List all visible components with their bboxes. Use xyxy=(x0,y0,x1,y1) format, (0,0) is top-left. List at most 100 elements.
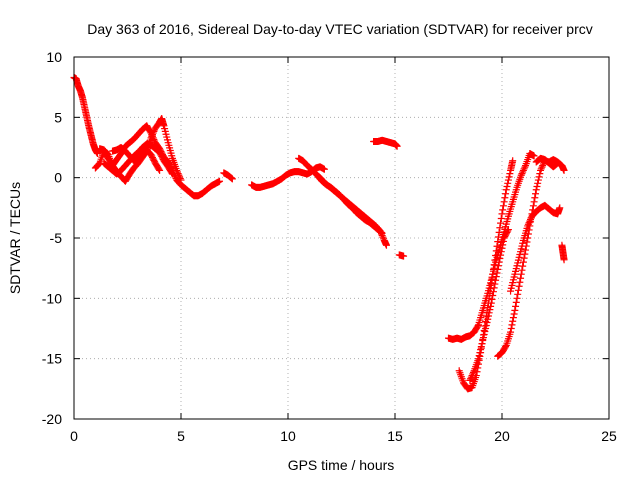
data-point xyxy=(533,183,541,191)
data-point xyxy=(509,317,517,325)
data-point xyxy=(517,270,525,278)
data-point xyxy=(499,241,507,249)
data-point xyxy=(147,134,155,142)
data-point xyxy=(495,228,503,236)
data-point xyxy=(519,258,527,266)
data-point xyxy=(175,171,183,179)
data-point xyxy=(377,229,385,237)
series-arc-7 xyxy=(248,163,328,191)
data-point xyxy=(496,224,504,232)
x-tick-label: 25 xyxy=(601,428,617,444)
data-point xyxy=(520,254,528,262)
data-point xyxy=(493,269,501,277)
data-point xyxy=(530,198,538,206)
data-point xyxy=(539,162,547,170)
data-point xyxy=(148,131,156,139)
series-arc-17 xyxy=(532,154,562,171)
data-point xyxy=(495,258,503,266)
data-point xyxy=(176,174,184,182)
data-point xyxy=(484,315,492,323)
data-point xyxy=(400,252,408,260)
data-point xyxy=(509,314,517,322)
data-point xyxy=(467,373,475,381)
data-point xyxy=(504,176,512,184)
data-point xyxy=(507,328,515,336)
series-arc-10 xyxy=(370,136,401,150)
data-point xyxy=(487,299,495,307)
data-point xyxy=(516,278,524,286)
data-point xyxy=(502,190,510,198)
y-axis-label: SDTVAR / TECUs xyxy=(7,182,23,294)
data-point xyxy=(156,166,164,174)
data-point xyxy=(508,321,516,329)
data-point xyxy=(482,325,490,332)
data-point xyxy=(478,340,486,348)
data-point xyxy=(524,222,532,230)
data-point xyxy=(481,328,489,336)
data-point xyxy=(177,176,185,184)
data-point xyxy=(503,183,511,191)
data-point xyxy=(496,255,504,263)
y-tick-label: -20 xyxy=(42,411,62,427)
data-point xyxy=(480,331,488,339)
data-point xyxy=(521,163,529,171)
data-point xyxy=(466,376,474,384)
data-point xyxy=(489,288,497,296)
data-point xyxy=(474,322,482,330)
data-point xyxy=(522,246,530,254)
data-point xyxy=(497,248,505,256)
data-point xyxy=(150,127,158,135)
series-arc-6 xyxy=(220,169,236,183)
series-arc-5 xyxy=(109,144,164,174)
data-point xyxy=(518,170,526,178)
data-point xyxy=(552,160,560,168)
data-point xyxy=(477,343,485,351)
data-point xyxy=(488,295,496,303)
data-point xyxy=(537,165,545,173)
data-point xyxy=(501,194,509,202)
data-point xyxy=(149,129,157,137)
data-point xyxy=(497,219,505,227)
data-point xyxy=(527,215,535,223)
data-point xyxy=(492,276,500,284)
data-point xyxy=(515,282,523,290)
data-point xyxy=(476,349,484,357)
series-arc-1 xyxy=(70,74,102,158)
series-arc-13 xyxy=(455,157,517,393)
data-point xyxy=(560,256,568,264)
data-point xyxy=(524,220,532,228)
data-point xyxy=(530,152,538,160)
data-point xyxy=(504,227,512,235)
data-point xyxy=(532,190,540,198)
data-point xyxy=(560,166,568,174)
data-point xyxy=(168,169,176,177)
chart-title: Day 363 of 2016, Sidereal Day-to-day VTE… xyxy=(87,21,593,37)
data-point xyxy=(493,242,501,250)
data-point xyxy=(514,286,522,294)
data-point xyxy=(523,238,531,246)
data-point xyxy=(536,170,544,178)
data-point xyxy=(534,176,542,184)
data-point xyxy=(499,202,507,210)
data-point xyxy=(173,166,181,174)
data-point xyxy=(517,274,525,282)
x-axis-label: GPS time / hours xyxy=(288,457,395,473)
data-point xyxy=(553,160,561,168)
data-point xyxy=(494,233,502,241)
data-point xyxy=(525,219,533,227)
data-point xyxy=(537,166,545,174)
x-tick-label: 0 xyxy=(70,428,78,444)
data-point xyxy=(469,368,477,376)
x-axis-tick-labels: 0 5 10 15 20 25 xyxy=(70,428,617,444)
data-point xyxy=(538,163,546,171)
data-point xyxy=(526,217,534,225)
x-tick-label: 20 xyxy=(494,428,510,444)
data-point xyxy=(506,170,514,178)
data-point xyxy=(488,275,496,283)
data-point xyxy=(467,375,475,383)
data-points xyxy=(70,74,568,393)
data-point xyxy=(494,265,502,273)
data-point xyxy=(485,309,493,317)
data-point xyxy=(556,204,564,212)
